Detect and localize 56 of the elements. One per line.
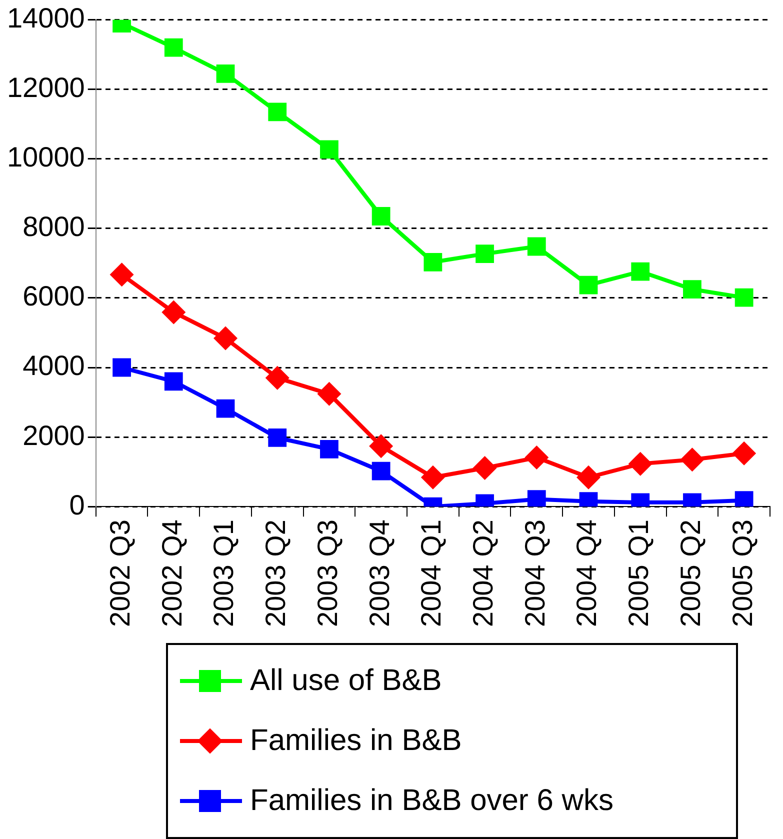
y-tick-label: 4000 [22,350,85,382]
point [320,140,338,159]
point [472,456,497,480]
point [628,452,652,476]
point [320,440,338,458]
point [734,288,754,307]
point [112,358,131,377]
point [683,280,702,298]
point [265,366,290,390]
x-tick-label: 2002 Q4 [156,520,188,627]
point [424,252,442,272]
point [527,490,546,507]
y-tick-label: 6000 [22,280,85,312]
point [268,428,287,447]
point [476,244,494,263]
x-tick-label: 2003 Q3 [312,520,343,627]
legend-label: All use of B&B [250,664,442,698]
x-tick-label: 2005 Q1 [623,520,654,627]
point [527,237,546,256]
x-tick-label: 2003 Q1 [208,520,240,627]
x-tick-label: 2005 Q3 [726,520,758,627]
y-tick-label: 12000 [6,72,85,104]
y-tick-label: 10000 [6,142,85,173]
y-tick-label: 0 [69,489,85,520]
point [216,399,235,418]
x-tick-label: 2004 Q1 [416,520,447,627]
point [420,465,445,490]
y-tick-label: 2000 [22,420,85,451]
point [524,446,549,470]
point [110,262,134,287]
point [216,64,235,83]
point [214,326,238,350]
point [680,448,704,472]
point [369,434,394,458]
x-tick-label: 2004 Q2 [468,520,499,627]
x-tick-label: 2005 Q2 [674,520,706,627]
legend-label: Families in B&B [250,724,462,758]
point [268,102,287,122]
x-tick-label: 2003 Q4 [364,520,395,627]
x-tick-label: 2004 Q4 [571,520,602,627]
point [579,276,598,294]
point [162,300,186,324]
x-tick-label: 2003 Q2 [260,520,292,627]
y-tick-label: 8000 [22,211,85,242]
point [317,382,342,406]
x-tick-label: 2004 Q3 [519,520,550,627]
point [732,441,756,466]
point [164,38,183,57]
x-tick-label: 2002 Q3 [104,520,136,627]
y-tick-label: 14000 [6,2,85,34]
legend-label: Families in B&B over 6 wks [250,784,614,818]
point [164,372,183,391]
point [631,262,650,281]
point [576,465,600,490]
point [372,462,390,480]
point [372,207,390,226]
